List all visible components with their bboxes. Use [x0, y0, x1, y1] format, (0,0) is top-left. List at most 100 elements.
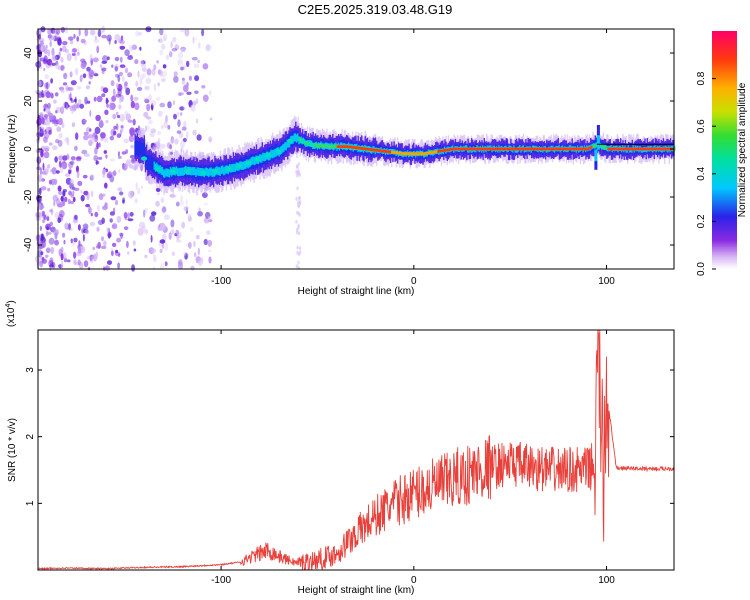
ridge-cyan	[161, 167, 164, 176]
noise-speckle	[72, 218, 79, 224]
noise-speckle	[116, 215, 122, 223]
ridge-peak	[429, 151, 431, 155]
ridge-blob	[170, 169, 177, 174]
ridge-spike	[596, 136, 600, 139]
ridge-peak	[631, 147, 633, 151]
ridge-peak	[506, 147, 509, 151]
noise-speckle	[120, 233, 123, 239]
ridge-peak	[522, 147, 525, 151]
ridge-peak	[621, 147, 623, 151]
ridge-peak	[526, 147, 528, 151]
noise-speckle	[74, 145, 78, 151]
noise-speckle	[167, 101, 172, 109]
noise-speckle	[64, 26, 69, 34]
ridge-peak	[479, 147, 481, 151]
y-tick-label: 3	[25, 367, 36, 373]
noise-speckle	[47, 188, 51, 192]
noise-speckle	[106, 173, 113, 179]
noise-speckle	[64, 137, 69, 143]
noise-speckle	[121, 151, 127, 155]
ridge-peak	[511, 147, 513, 151]
ridge-spike	[596, 135, 600, 137]
noise-speckle	[295, 219, 298, 224]
ridge-peak	[417, 152, 420, 156]
noise-speckle	[39, 233, 45, 242]
ridge-peak	[339, 145, 341, 148]
noise-speckle	[298, 196, 301, 201]
noise-speckle	[61, 45, 67, 53]
noise-speckle	[190, 265, 195, 271]
noise-speckle	[104, 182, 108, 189]
ridge-green	[595, 143, 597, 147]
ridge-cyan	[285, 142, 287, 151]
ridge-peak	[609, 147, 611, 151]
noise-speckle	[181, 126, 187, 131]
ridge-core	[576, 142, 578, 152]
noise-speckle	[95, 160, 100, 165]
noise-speckle	[121, 75, 125, 82]
noise-speckle	[170, 136, 174, 144]
ridge-peak	[665, 147, 667, 151]
ridge-peak	[446, 148, 448, 152]
noise-speckle	[133, 248, 137, 252]
noise-speckle	[41, 89, 44, 96]
noise-speckle	[44, 115, 48, 120]
noise-speckle	[202, 192, 208, 199]
ridge-peak	[513, 147, 516, 151]
ridge-peak	[633, 147, 636, 151]
ridge-peak	[640, 147, 643, 151]
noise-speckle	[59, 210, 65, 218]
ridge-peak	[659, 147, 661, 151]
noise-speckle	[83, 260, 89, 268]
ridge-peak	[400, 151, 402, 155]
ridge-green	[316, 143, 319, 148]
ridge-cyan	[211, 168, 213, 177]
ridge-peak	[384, 149, 386, 153]
ridge-spike	[596, 129, 600, 131]
ridge-peak	[415, 152, 417, 156]
ridge-cyan	[293, 133, 295, 142]
noise-speckle	[38, 93, 42, 99]
ridge-peak	[447, 148, 450, 152]
ridge-peak	[377, 149, 379, 152]
colorbar-tick-label: 0.0	[696, 262, 707, 276]
ridge-cyan	[183, 166, 186, 175]
ridge-cyan	[233, 163, 235, 172]
noise-speckle	[45, 247, 51, 254]
ridge-blob	[255, 157, 261, 162]
noise-speckle	[179, 131, 184, 139]
ridge-peak	[658, 147, 660, 151]
ridge-peak	[395, 151, 398, 155]
noise-speckle	[68, 190, 73, 196]
noise-speckle	[128, 135, 134, 143]
noise-speckle	[186, 131, 189, 140]
ridge-peak	[351, 145, 354, 149]
noise-speckle	[167, 125, 171, 130]
noise-speckle	[101, 93, 106, 98]
ridge-cyan	[284, 142, 286, 151]
noise-speckle	[208, 90, 212, 96]
noise-speckle	[296, 230, 299, 235]
noise-speckle	[160, 263, 165, 271]
ridge-peak	[496, 147, 498, 151]
noise-speckle	[159, 239, 166, 244]
noise-speckle	[45, 254, 49, 258]
noise-speckle	[127, 251, 130, 255]
ridge-peak	[387, 150, 389, 154]
ridge-peak	[632, 147, 635, 151]
noise-speckle	[163, 36, 166, 42]
ridge-peak	[516, 147, 518, 151]
noise-speckle	[186, 81, 189, 88]
noise-speckle	[183, 120, 187, 127]
ridge-peak	[524, 147, 526, 151]
ridge-peak	[654, 147, 657, 151]
ridge-cyan	[270, 149, 272, 158]
ridge-spike	[594, 163, 598, 166]
noise-speckle	[73, 33, 76, 39]
noise-speckle	[55, 110, 58, 114]
noise-speckle	[119, 39, 125, 45]
ridge-peak	[548, 147, 550, 151]
ridge-green	[319, 143, 321, 148]
ridge-core	[137, 141, 140, 157]
